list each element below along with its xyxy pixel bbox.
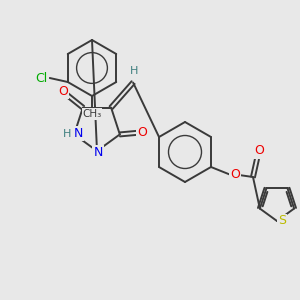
Text: S: S: [278, 214, 286, 227]
Text: O: O: [230, 169, 240, 182]
Text: O: O: [58, 85, 68, 98]
Text: N: N: [93, 146, 103, 158]
Text: H: H: [63, 129, 71, 140]
Text: O: O: [137, 126, 147, 139]
Text: O: O: [254, 145, 264, 158]
Text: H: H: [130, 66, 138, 76]
Text: CH₃: CH₃: [82, 109, 102, 119]
Text: N: N: [74, 127, 83, 140]
Text: Cl: Cl: [36, 71, 48, 85]
